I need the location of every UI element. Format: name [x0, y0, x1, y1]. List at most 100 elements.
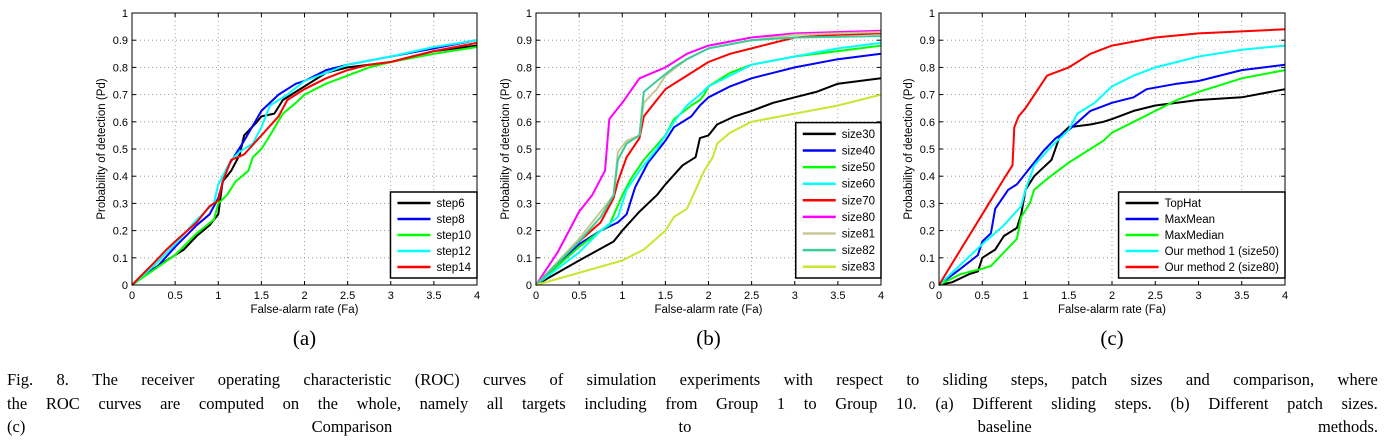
caption-word: (a) [935, 393, 954, 413]
caption-word: the [317, 393, 338, 413]
caption-word: sliding [1051, 393, 1097, 413]
y-tick-label: 0.4 [113, 171, 128, 183]
series-line-step10 [131, 46, 478, 286]
legend-entry: size30 [842, 129, 875, 141]
caption-word: sliding [942, 370, 988, 389]
legend-entry: step10 [436, 230, 471, 242]
series-line-size80 [535, 29, 882, 286]
x-tick-label: 4 [1282, 290, 1288, 302]
legend: TopHat MaxMean MaxMedian Our method 1 (size… [1117, 191, 1286, 279]
y-tick-label: 0 [122, 280, 128, 292]
caption-word: receiver [141, 370, 195, 389]
x-tick-label: 0 [129, 290, 135, 302]
caption-word: simulation [586, 370, 657, 389]
caption-word: and [1185, 370, 1210, 389]
y-axis-label: Probability of detection (Pd) [500, 78, 512, 219]
x-tick-label: 3 [792, 290, 798, 302]
x-tick-label: 0 [936, 290, 942, 302]
y-tick-label: 0.8 [920, 62, 935, 74]
y-tick-label: 0.9 [920, 35, 935, 47]
x-tick-label: 0.5 [975, 290, 990, 302]
legend: step6 step8 step10 step12 step14 [389, 191, 478, 279]
x-tick-label: 3.5 [426, 290, 441, 302]
x-tick-label: 2 [1109, 290, 1115, 302]
chart-a: 0 0.5 1 1.5 2 2.5 3 3.5 4 0 0.1 0.2 0.3 0.4 0.5 0.6 0.7 0… [96, 8, 480, 350]
legend-entry: size70 [842, 195, 875, 207]
legend-entry: size80 [842, 212, 875, 224]
caption-word: of [549, 370, 564, 389]
y-tick-label: 0.8 [517, 62, 532, 74]
caption-word: 1 [776, 393, 786, 413]
caption-word: The [92, 370, 118, 389]
caption-word: computed [198, 393, 264, 413]
y-tick-label: 0.6 [920, 117, 935, 129]
caption-word: (ROC) [414, 370, 460, 389]
y-tick-label: 0.2 [113, 226, 128, 238]
series-line-size83 [535, 93, 882, 286]
caption-word: comparison, [1233, 370, 1315, 389]
series-line-size82 [535, 35, 882, 286]
caption-word: are [160, 393, 181, 413]
caption-word: Group [716, 393, 759, 413]
x-tick-label: 1 [619, 290, 625, 302]
x-tick-label: 2.5 [340, 290, 355, 302]
legend-entry: size60 [842, 179, 875, 191]
legend-entry: size40 [842, 146, 875, 158]
y-tick-label: 0.7 [113, 90, 128, 102]
caption-word: all [486, 393, 504, 413]
caption-word: the [7, 393, 28, 413]
x-tick-label: 2.5 [1148, 290, 1163, 302]
subfigure-label: (b) [696, 326, 721, 350]
axes-frame [938, 12, 1286, 286]
x-tick-label: 2 [705, 290, 711, 302]
legend-entry: step14 [436, 262, 471, 274]
caption-word: sizes. [1341, 393, 1378, 413]
caption-word: namely [419, 393, 469, 413]
caption-word: to [906, 370, 920, 389]
legend-entry: MaxMedian [1165, 230, 1224, 242]
legend-entry: size81 [842, 229, 875, 241]
series-line-tophat [938, 88, 1286, 286]
x-tick-label: 1 [215, 290, 221, 302]
x-tick-label: 2.5 [744, 290, 759, 302]
caption-word: (b) [1170, 393, 1190, 413]
caption-word: with [783, 370, 813, 389]
x-tick-label: 3.5 [830, 290, 845, 302]
axes-frame [131, 12, 478, 286]
x-axis-label: False-alarm rate (Fa) [1058, 304, 1166, 316]
chart-c: 0 0.5 1 1.5 2 2.5 3 3.5 4 0 0.1 0.2 0.3 0.4 0.5 0.6 0.7 0… [903, 8, 1288, 350]
caption-word: ROC [45, 393, 80, 413]
y-tick-label: 1 [929, 8, 935, 20]
series-line-step12 [131, 39, 478, 286]
legend-entry: Our method 1 (size50) [1165, 246, 1280, 258]
legend-entry: size50 [842, 162, 875, 174]
caption-word: operating [217, 370, 281, 389]
caption-word: from [665, 393, 698, 413]
figure-caption: Fig. 8. The receiver operating characteristic… [7, 368, 1378, 439]
caption-word: Group [835, 393, 878, 413]
legend: size30 size40 size50 size60 size70 size80 size… [795, 121, 882, 279]
caption-word: where [1337, 370, 1378, 389]
y-tick-label: 0.1 [113, 253, 128, 265]
caption-word: whole, [356, 393, 402, 413]
legend-entry: TopHat [1165, 198, 1202, 210]
x-axis-label: False-alarm rate (Fa) [655, 304, 763, 316]
caption-word: Fig. [7, 370, 34, 389]
y-tick-label: 0.7 [517, 90, 532, 102]
y-tick-label: 0.2 [920, 226, 935, 238]
series-line-our-method-2-size80- [938, 28, 1286, 286]
caption-word: to [803, 393, 817, 413]
caption-word: on [282, 393, 300, 413]
legend-entry: Our method 2 (size80) [1165, 262, 1280, 274]
series-line-maxmean [938, 63, 1286, 286]
y-tick-label: 0.9 [517, 35, 532, 47]
caption-word: steps, [1010, 370, 1048, 389]
x-tick-label: 2 [301, 290, 307, 302]
subfigure-label: (a) [293, 326, 316, 350]
y-axis-label: Probability of detection (Pd) [96, 78, 108, 219]
caption-word: patch [1287, 393, 1323, 413]
caption-word: characteristic [303, 370, 392, 389]
y-tick-label: 0.9 [113, 35, 128, 47]
y-tick-label: 0.3 [113, 198, 128, 210]
caption-word: including [584, 393, 647, 413]
